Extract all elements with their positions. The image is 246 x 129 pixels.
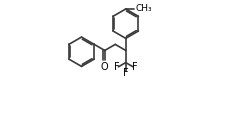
Text: F: F [123, 68, 129, 78]
Text: CH₃: CH₃ [135, 5, 152, 14]
Text: O: O [101, 62, 108, 72]
Text: F: F [114, 62, 120, 72]
Text: F: F [132, 62, 138, 72]
